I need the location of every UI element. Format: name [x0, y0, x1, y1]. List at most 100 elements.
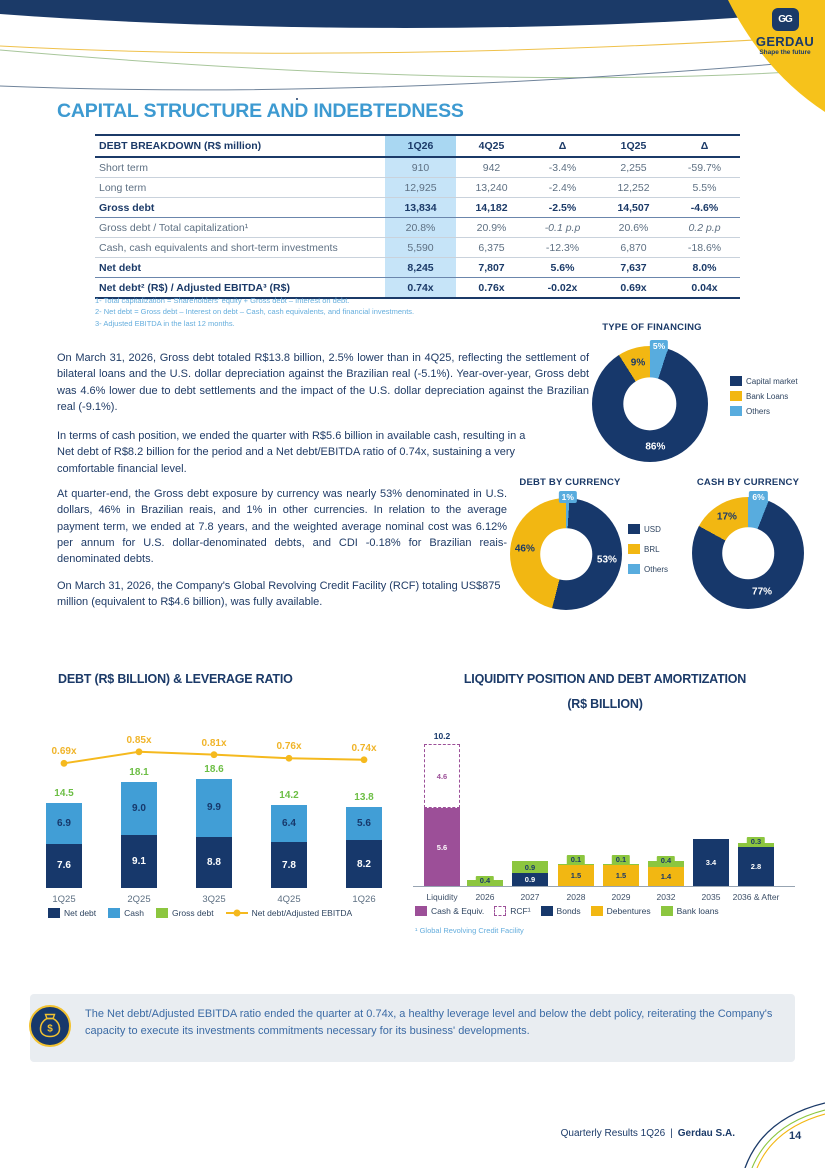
legend-label: Cash: [124, 908, 144, 918]
table-title: DEBT BREAKDOWN (R$ million): [99, 140, 262, 152]
x-axis-label: 2032: [656, 892, 676, 902]
leverage-ratio-label: 0.69x: [51, 746, 77, 758]
x-axis-label: 2036 & After: [732, 892, 780, 902]
leverage-ratio-label: 0.74x: [351, 742, 377, 754]
legend-swatch: [660, 906, 673, 916]
donut-slice-label: 46%: [514, 543, 535, 555]
table-cell: 13,834: [385, 197, 456, 218]
legend-item: BRL: [628, 544, 660, 554]
table-cell: -0.1 p.p: [544, 221, 581, 234]
table-cell: 7,807: [478, 261, 505, 274]
table-header-row: DEBT BREAKDOWN (R$ million) 1Q26 4Q25 Δ 1Q25…: [95, 135, 740, 157]
table-row: Cash, cash equivalents and short-term in…: [95, 237, 740, 258]
callout-text: The Net debt/Adjusted EBITDA ratio ended…: [85, 1008, 773, 1038]
gross-debt-total-label: 14.5: [54, 788, 74, 800]
legend-swatch: [628, 564, 640, 574]
debt-by-currency-donut: 1% 53% 46%: [510, 491, 622, 610]
callout-box: [30, 994, 795, 1062]
liquidity-total-label: 10.2: [433, 731, 451, 742]
debt-by-currency-title: DEBT BY CURRENCY: [519, 477, 621, 488]
table-cell: 14,507: [617, 201, 650, 214]
header-wave-yellow: [0, 35, 825, 54]
footnote: 3- Adjusted EBITDA in the last 12 months…: [95, 318, 235, 328]
rcf-dashed-segment: [424, 744, 460, 809]
table-cell: 5.5%: [692, 181, 717, 194]
cash-by-currency-title: CASH BY CURRENCY: [696, 477, 800, 488]
legend-swatch: [540, 906, 553, 916]
table-cell: 12,252: [617, 181, 650, 194]
legend-swatch: [108, 908, 121, 918]
legend-item: Bonds: [540, 906, 581, 916]
body-paragraph: At quarter-end, the Gross debt exposure …: [57, 488, 507, 566]
header-yellow-corner: [728, 0, 825, 112]
table-cell: -4.6%: [690, 201, 719, 214]
table-cell: -18.6%: [687, 241, 722, 254]
x-axis-label: 2029: [611, 892, 631, 902]
legend-swatch: [155, 908, 168, 918]
legend-label: Others: [644, 564, 669, 574]
bank-loans-value-label: 0.1: [611, 854, 631, 865]
header-wave-green: [0, 49, 825, 79]
legend-swatch: [730, 406, 742, 416]
table-row: Short term 910 942 -3.4% 2,255 -59.7%: [95, 157, 740, 178]
legend-line-dot: [233, 909, 241, 917]
x-axis-label: 2028: [566, 892, 586, 902]
bonds-segment: [512, 873, 548, 886]
gross-debt-total-label: 18.6: [204, 763, 224, 775]
leverage-ratio-label: 0.81x: [201, 737, 227, 749]
donut-slice-label: 1%: [558, 491, 577, 504]
liquidity-subtitle: (R$ BILLION): [567, 697, 643, 711]
table-cell: 0.76x: [478, 281, 505, 294]
table-row: Long term 12,925 13,240 -2.4% 12,252 5.5%: [95, 177, 740, 198]
cash-bar-segment: 6.9: [46, 803, 82, 844]
debentures-segment: [603, 865, 639, 886]
table-cell: -3.4%: [548, 161, 577, 174]
table-cell: 6,375: [478, 241, 505, 254]
type-of-financing-donut: 5% 86% 9%: [592, 339, 708, 462]
legend-item: Others: [628, 564, 668, 574]
footnote: 1- Total capitalization = Shareholders' …: [95, 296, 350, 305]
table-row-label: Long term: [99, 181, 147, 194]
x-axis-line: [413, 886, 795, 887]
legend-item: Debentures: [590, 906, 651, 916]
x-axis-label: 2Q25: [127, 894, 151, 905]
donut-slice-label: 53%: [596, 554, 617, 566]
bank-loans-value-label: 0.3: [746, 836, 766, 847]
table-cell: 8.0%: [692, 261, 717, 274]
cash-bar-segment: 5.6: [346, 807, 382, 841]
segment-value-label: 2.8: [750, 862, 762, 872]
legend-label: Gross debt: [171, 908, 214, 918]
table-cell: -12.3%: [545, 241, 580, 254]
table-row-label: Cash, cash equivalents and short-term in…: [99, 241, 338, 254]
table-cell: 20.8%: [385, 217, 456, 238]
brand-name: GERDAU: [755, 34, 815, 49]
legend-item: Capital market: [730, 376, 798, 386]
x-axis-label: Liquidity: [426, 892, 458, 902]
x-axis-label: 3Q25: [202, 894, 226, 905]
x-axis-label: 2035: [701, 892, 721, 902]
cash-bar-segment: 9.9: [196, 778, 232, 837]
gross-debt-total-label: 18.1: [129, 767, 149, 779]
x-axis-label: 1Q25: [52, 894, 76, 905]
donut-slice-label: 9%: [630, 357, 646, 369]
table-cell: 0.2 p.p: [688, 221, 721, 234]
legend-dashed-swatch: [494, 906, 507, 916]
leverage-ratio-label: 0.76x: [276, 741, 302, 753]
donut-slice-label: 17%: [716, 511, 737, 523]
table-cell: 942: [482, 161, 501, 174]
leverage-ratio-label: 0.85x: [126, 734, 152, 746]
table-row-label: Gross debt: [99, 201, 155, 214]
legend-swatch: [48, 908, 60, 918]
body-paragraph: In terms of cash position, we ended the …: [57, 430, 526, 475]
legend-item: USD: [628, 524, 661, 534]
table-cell: 20.6%: [618, 221, 649, 234]
table-cell: -0.02x: [547, 281, 578, 294]
footnote: 2- Net debt = Gross debt – Interest on d…: [95, 307, 415, 317]
segment-value-label: 1.4: [660, 871, 672, 881]
table-cell: 7,637: [620, 261, 647, 274]
donut-slice-label: 6%: [749, 491, 768, 504]
legend-swatch: [628, 544, 640, 554]
x-axis-label: 1Q26: [352, 894, 376, 905]
liquidity-footnote: ¹ Global Revolving Credit Facility: [415, 926, 524, 935]
